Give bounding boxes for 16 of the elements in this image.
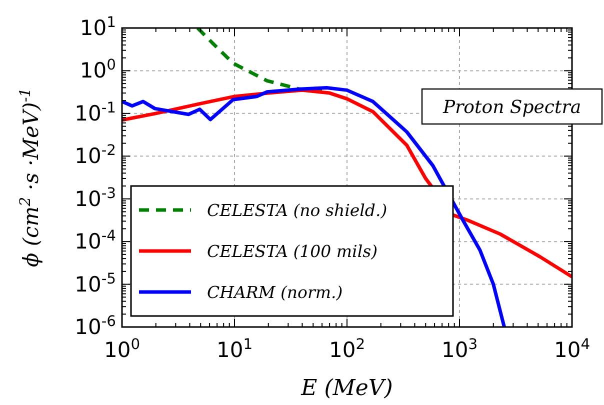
y-tick-label: 10$^{-5}$ — [74, 270, 116, 296]
annotation: Proton Spectra — [442, 97, 582, 118]
y-tick-label: 10$^{-3}$ — [74, 184, 116, 211]
legend-label: CHARM (norm.) — [207, 283, 343, 302]
x-tick-label: 10$^{1}$ — [216, 336, 253, 362]
legend-label: CELESTA (no shield.) — [207, 201, 388, 220]
y-tick-label: 10$^{-1}$ — [74, 98, 116, 126]
x-axis-title: E (MeV) — [300, 376, 393, 401]
y-tick-label: 10$^{1}$ — [80, 14, 116, 40]
legend-label: CELESTA (100 mils) — [207, 242, 378, 261]
x-tick-label: 10$^{4}$ — [554, 336, 590, 362]
y-tick-label: 10$^{-4}$ — [74, 227, 116, 254]
x-tick-label: 10$^{2}$ — [328, 336, 366, 362]
y-tick-label: 10$^{-2}$ — [74, 142, 116, 168]
x-tick-label: 10$^{3}$ — [441, 336, 478, 362]
y-tick-label: 10$^{0}$ — [80, 56, 116, 83]
